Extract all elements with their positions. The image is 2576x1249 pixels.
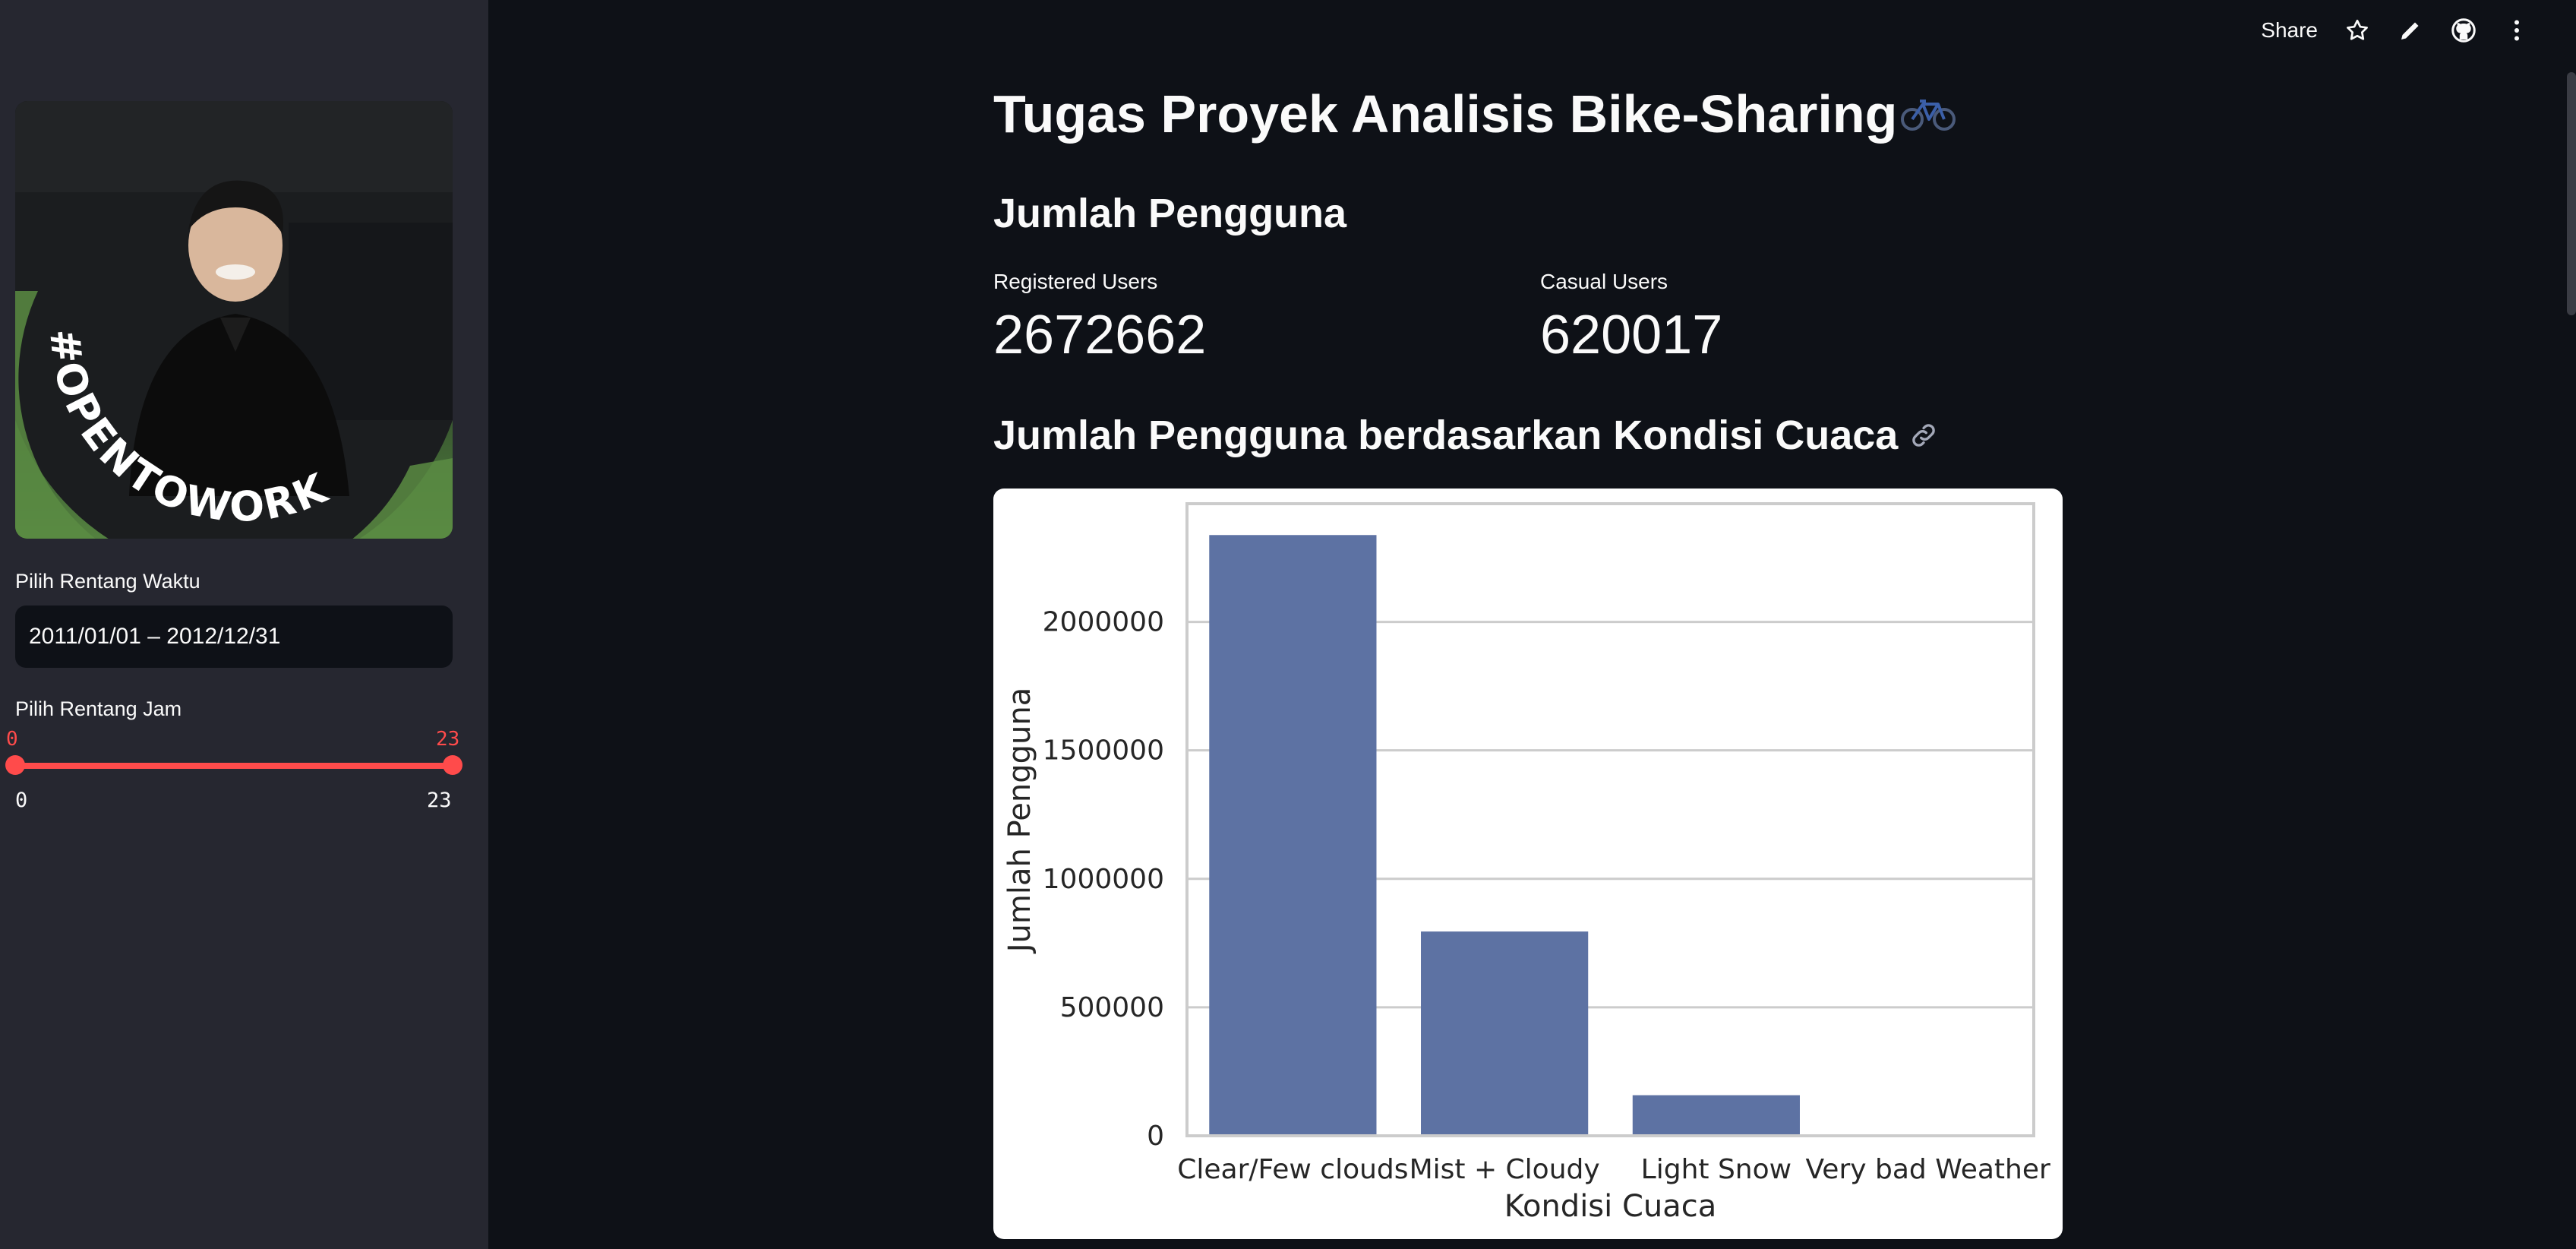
plot-frame: [1185, 502, 2035, 1137]
y-tick-label: 1000000: [1043, 864, 1164, 895]
sidebar: #OPENTOWORK Pilih Rentang Waktu 2011/01/…: [0, 0, 488, 1249]
y-tick-label: 1500000: [1043, 735, 1164, 767]
share-button[interactable]: Share: [2261, 18, 2318, 42]
y-tick-label: 0: [1147, 1121, 1164, 1152]
slider-min-value: 0: [6, 728, 18, 751]
github-icon[interactable]: [2450, 17, 2477, 44]
bar-chart-canvas: 0 500000 1000000 1500000 2000000 Clear/Few cl…: [1002, 502, 2050, 1224]
y-tick-label: 500000: [1060, 992, 1164, 1023]
metric-registered-value: 2672662: [993, 305, 1207, 365]
anchor-link-icon[interactable]: [1908, 420, 1939, 451]
bicycle-icon: [1901, 100, 1956, 131]
bar: [1632, 1095, 1800, 1136]
more-vertical-icon[interactable]: [2503, 17, 2530, 44]
profile-avatar: #OPENTOWORK: [15, 101, 453, 539]
page-title: Tugas Proyek Analisis Bike-Sharing: [993, 84, 1956, 144]
slider-max-value: 23: [436, 728, 460, 751]
x-tick-label: Light Snow: [1641, 1154, 1792, 1185]
date-range-value: 2011/01/01 – 2012/12/31: [29, 624, 281, 649]
section-heading-weather: Jumlah Pengguna berdasarkan Kondisi Cuac…: [993, 412, 1939, 459]
hour-range-label: Pilih Rentang Jam: [15, 697, 182, 720]
page-scrollbar[interactable]: [2567, 72, 2576, 315]
app-toolbar: Share: [2261, 17, 2530, 44]
x-tick-label: Mist + Cloudy: [1410, 1154, 1600, 1185]
slider-min-tick: 0: [15, 789, 28, 812]
metric-casual-value: 620017: [1540, 305, 1723, 365]
y-axis-label: Jumlah Pengguna: [1002, 688, 1037, 954]
bar: [1421, 931, 1589, 1136]
bar: [1209, 535, 1377, 1136]
page-title-text: Tugas Proyek Analisis Bike-Sharing: [993, 84, 1898, 144]
avatar-image: #OPENTOWORK: [15, 101, 453, 539]
date-range-label: Pilih Rentang Waktu: [15, 570, 200, 593]
section-heading-weather-text: Jumlah Pengguna berdasarkan Kondisi Cuac…: [993, 413, 1899, 458]
edit-pencil-icon[interactable]: [2397, 17, 2424, 44]
star-icon[interactable]: [2344, 17, 2371, 44]
slider-min-thumb[interactable]: [5, 755, 25, 775]
section-heading-users: Jumlah Pengguna: [993, 191, 1347, 236]
x-axis-label: Kondisi Cuaca: [1504, 1189, 1717, 1224]
metric-registered-label: Registered Users: [993, 270, 1158, 293]
slider-max-thumb[interactable]: [443, 755, 462, 775]
date-range-input[interactable]: 2011/01/01 – 2012/12/31: [15, 606, 453, 668]
x-tick-label: Very bad Weather: [1805, 1154, 2050, 1185]
metric-casual-label: Casual Users: [1540, 270, 1668, 293]
hour-range-slider-track[interactable]: [15, 763, 453, 769]
x-tick-label: Clear/Few clouds: [1177, 1154, 1408, 1185]
y-tick-label: 2000000: [1043, 607, 1164, 638]
slider-max-tick: 23: [427, 789, 452, 812]
weather-bar-chart: 0 500000 1000000 1500000 2000000 Clear/Few cl…: [993, 489, 2063, 1239]
